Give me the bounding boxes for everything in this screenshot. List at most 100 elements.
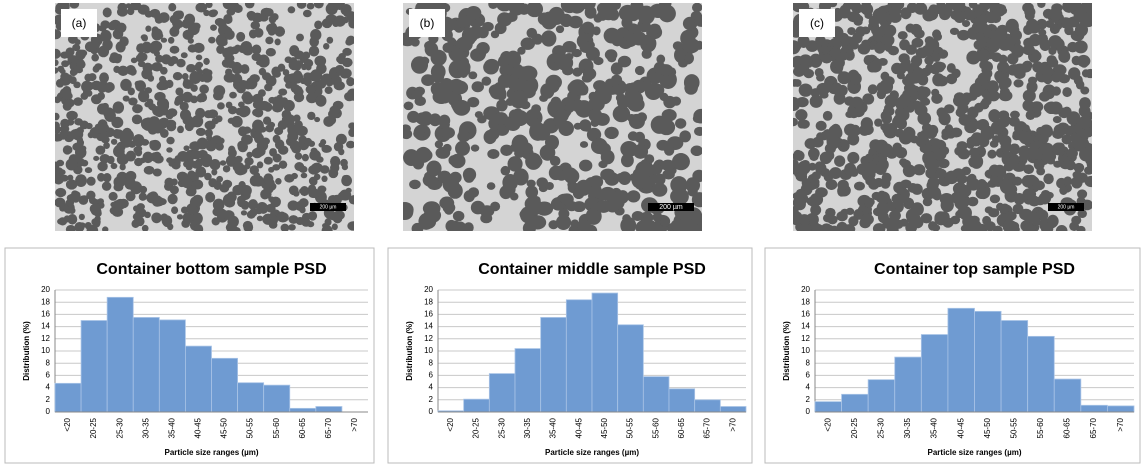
particle [65,224,76,231]
particle [1062,87,1072,98]
x-tick-label: 20-25 [89,417,98,438]
particle [553,113,567,127]
bar [1000,320,1029,413]
bar [289,407,317,413]
particle [575,179,592,196]
particle [634,65,645,76]
particle [917,111,932,126]
particle [934,213,948,226]
particle [97,83,107,93]
y-tick-label: 0 [806,407,811,416]
x-tick-label: 30-35 [523,417,532,438]
particle [864,162,878,176]
bar [132,317,160,413]
particle [847,133,860,146]
y-tick-label: 8 [46,358,51,367]
particle [517,3,531,15]
particle [505,50,522,68]
particle [793,161,801,175]
particle [231,46,240,55]
particle [971,132,984,144]
particle [65,158,78,171]
particle [938,115,948,124]
particle [1041,66,1054,77]
particle [169,14,179,24]
particle [907,183,919,193]
particle [204,128,213,138]
particle [190,196,200,206]
particle [167,58,175,67]
particle [244,157,254,166]
particle [288,185,299,196]
particle [147,123,158,135]
particle [526,3,544,18]
particle [1022,89,1036,103]
particle [320,139,327,146]
particle [116,22,127,33]
particle [317,185,327,193]
particle [430,63,446,80]
particle [815,35,826,46]
particle [651,183,668,197]
particle [1025,110,1036,121]
particle [217,137,225,145]
particle [284,56,293,64]
particle [185,81,193,88]
particle [482,21,494,32]
bar [263,384,291,413]
particle [928,186,942,199]
particle [998,54,1008,64]
particle [896,72,905,80]
particle [604,126,619,139]
particle [950,127,963,138]
x-tick-label: 25-30 [877,417,886,438]
particle [325,14,335,23]
particle [562,40,577,53]
particle [240,185,252,197]
particle [992,7,1004,18]
particle [199,75,206,82]
particle [616,27,628,38]
particle [962,20,971,28]
particle [253,172,261,179]
particle [121,138,132,148]
particle [256,161,264,169]
particle [242,91,252,101]
y-tick-label: 12 [801,334,810,343]
particle [264,214,272,221]
particle [329,163,340,173]
particle [1042,151,1057,162]
particle [115,41,126,53]
particle [338,148,345,156]
particle [314,116,321,123]
particle [871,25,882,36]
particle [678,59,688,68]
particle [171,206,179,215]
particle [154,13,161,22]
particle [249,74,260,83]
particle [617,55,632,68]
particle [838,7,851,19]
micrograph: (b) 200 µm [403,3,702,231]
particle [579,41,594,54]
particle [413,128,425,139]
particle [891,3,905,11]
particle [176,10,184,19]
particle [867,84,878,95]
particle [1019,130,1029,141]
particle [1058,49,1071,63]
particle [1032,217,1042,226]
particle [63,92,73,101]
particle [537,12,552,26]
particle [125,150,137,162]
particle [274,26,286,37]
particle [301,212,312,221]
x-tick-label: 65-70 [324,417,333,438]
particle [97,92,105,101]
particle [497,55,510,68]
particle [149,140,157,147]
particle [445,219,458,231]
particle [119,163,126,171]
particle [975,22,989,34]
y-tick-label: 10 [801,346,810,355]
